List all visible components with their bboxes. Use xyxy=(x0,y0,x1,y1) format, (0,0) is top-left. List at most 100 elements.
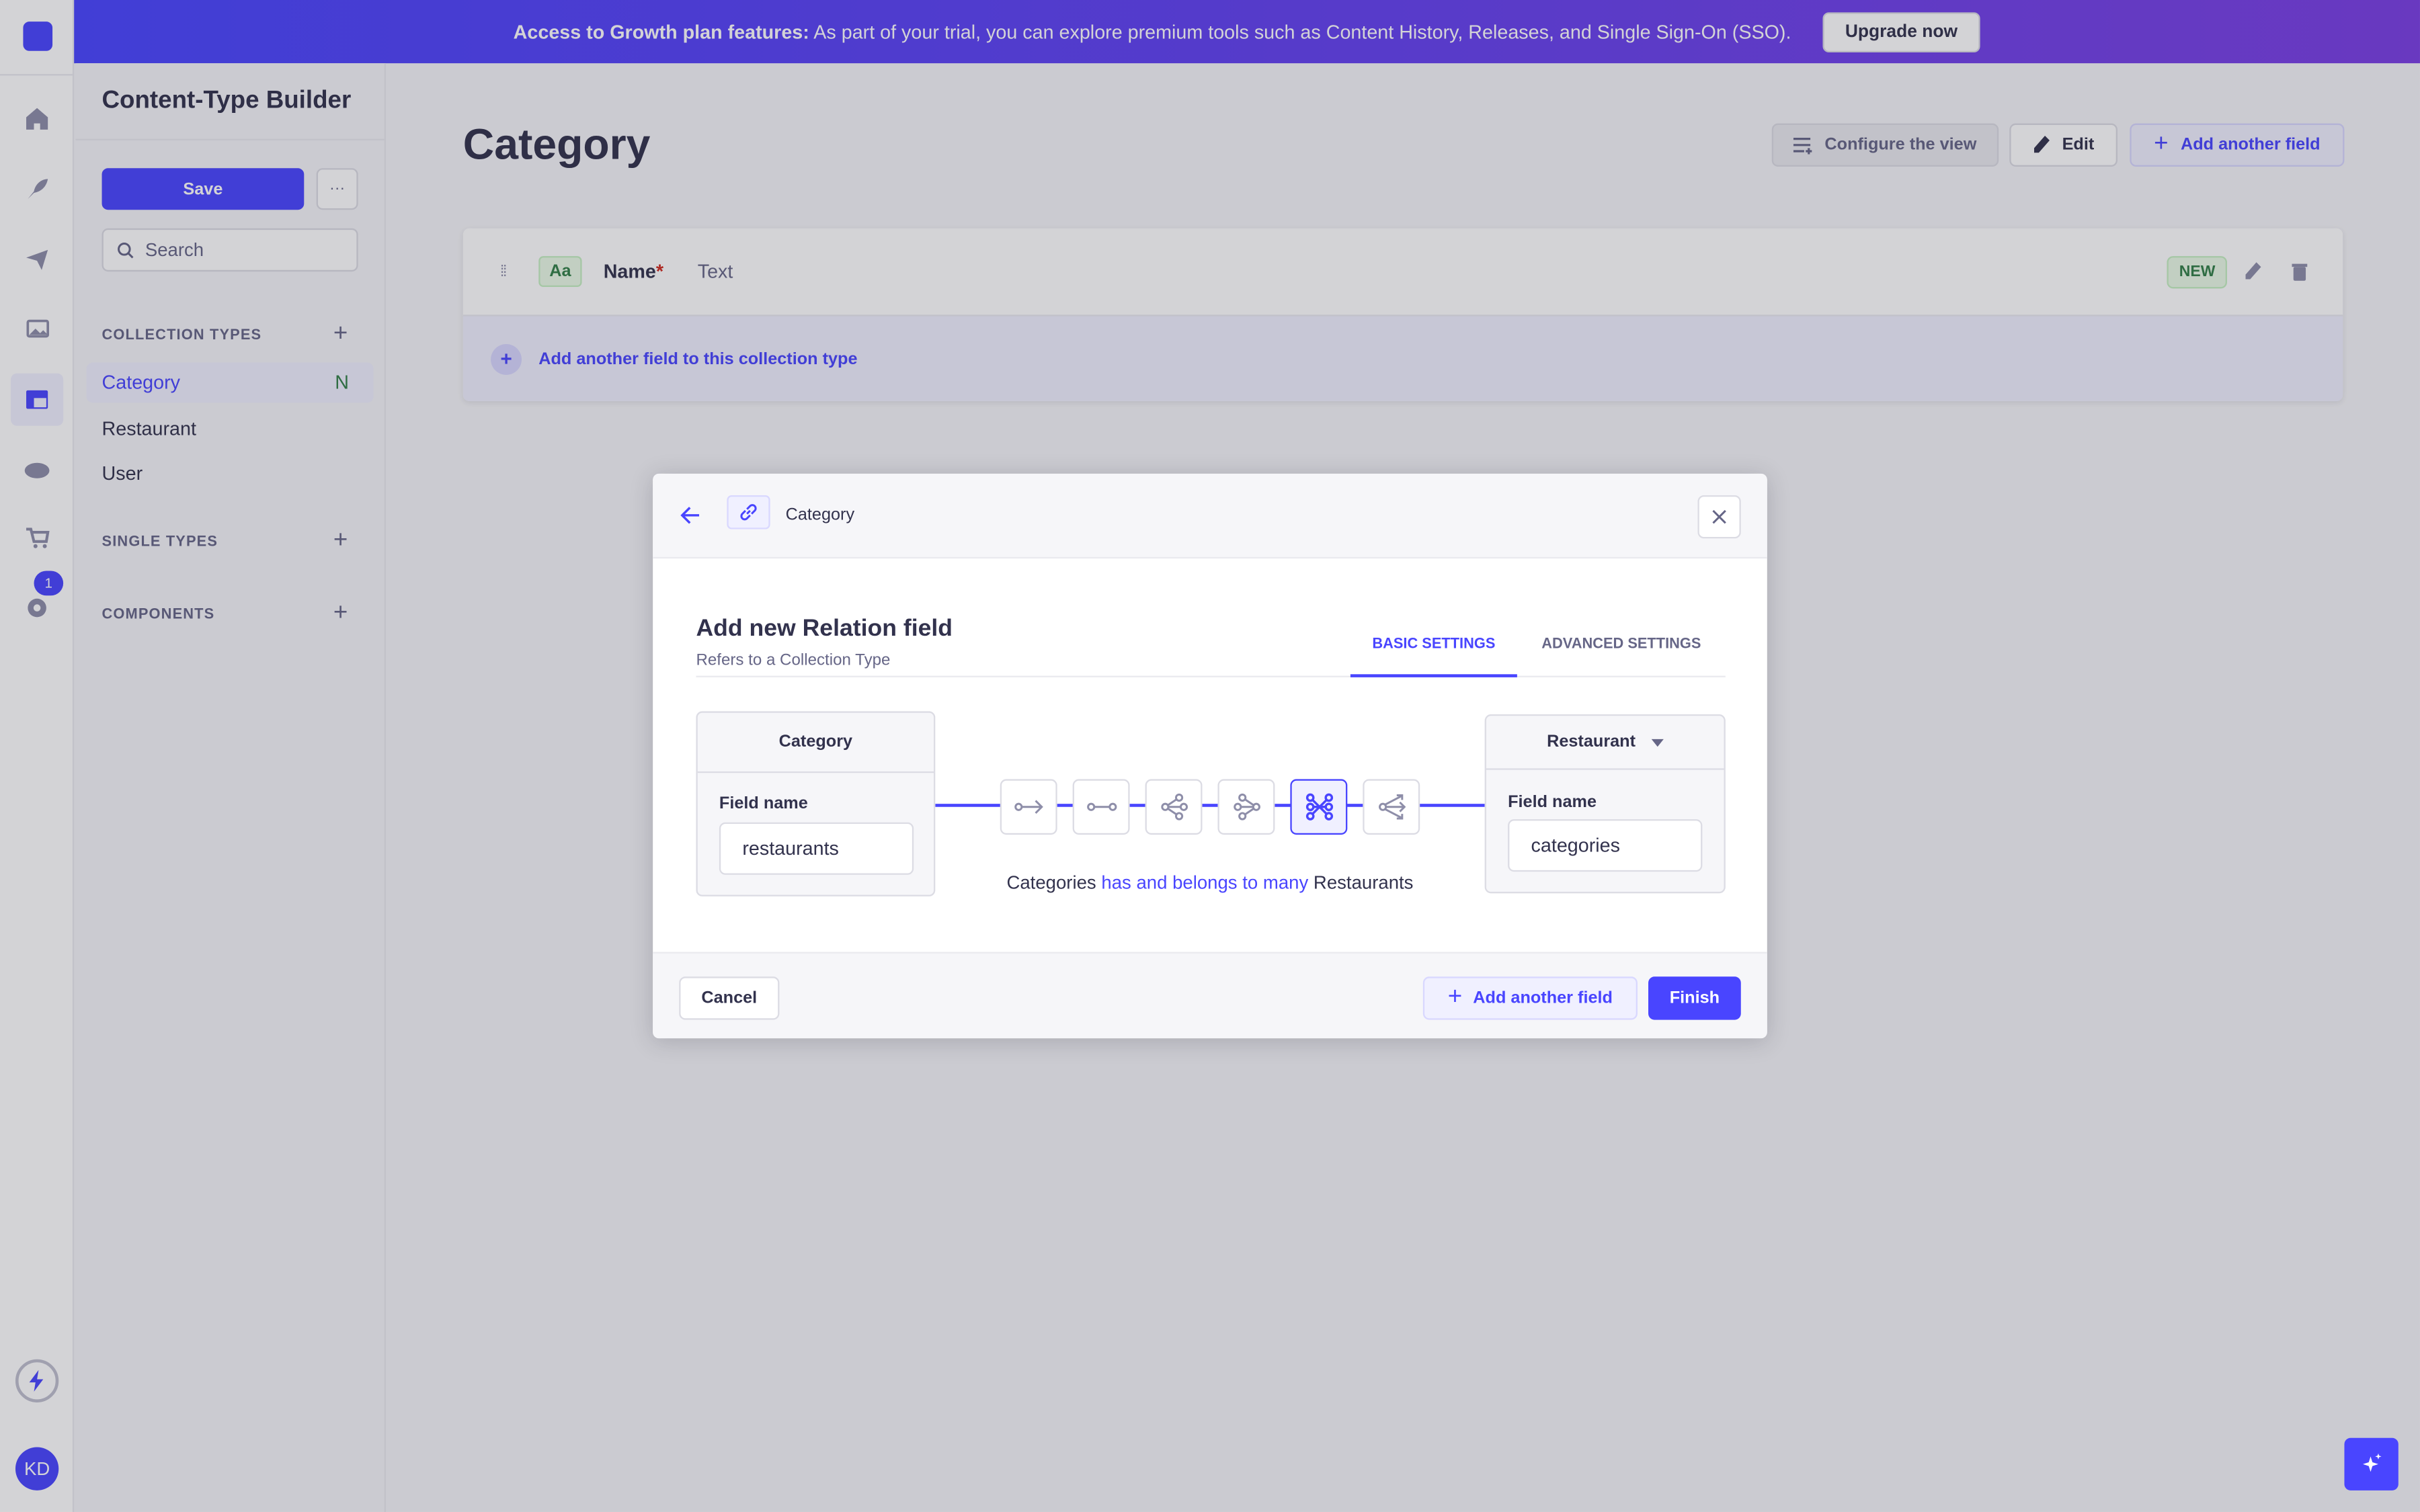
caret-down-icon xyxy=(1651,738,1664,747)
add-field-row-label: Add another field to this collection typ… xyxy=(538,349,858,368)
add-single-type-icon[interactable]: + xyxy=(333,528,348,554)
single-types-heading: SINGLE TYPES xyxy=(102,534,218,551)
modal-title: Add new Relation field xyxy=(696,616,953,642)
cancel-button[interactable]: Cancel xyxy=(679,976,780,1020)
content-type-sidebar: Content-Type Builder Save ··· Search COL… xyxy=(75,63,386,1512)
feather-icon[interactable] xyxy=(22,173,52,204)
configure-view-button[interactable]: Configure the view xyxy=(1771,123,1999,167)
divider xyxy=(75,138,385,140)
right-content-type-name: Restaurant xyxy=(1547,732,1636,752)
trial-banner: Access to Growth plan features: As part … xyxy=(74,0,2420,64)
relation-many-way[interactable] xyxy=(1363,779,1420,835)
relation-many-to-many[interactable] xyxy=(1290,779,1348,835)
sparkle-icon xyxy=(2362,1453,2381,1472)
search-input[interactable]: Search xyxy=(102,228,358,272)
divider xyxy=(696,675,1726,677)
link-icon xyxy=(727,495,770,530)
modal-breadcrumb: Category xyxy=(785,506,855,525)
banner-body: As part of your trial, you can explore p… xyxy=(813,20,1791,43)
required-marker: * xyxy=(655,261,664,283)
many-to-many-icon xyxy=(1305,793,1332,821)
modal-header: Category xyxy=(653,473,1767,559)
sidebar-item-restaurant[interactable]: Restaurant xyxy=(102,418,196,440)
relation-sentence: Categories has and belongs to many Resta… xyxy=(935,872,1484,893)
left-field-name-input[interactable]: restaurants xyxy=(719,822,914,875)
plus-icon: + xyxy=(1447,984,1463,1011)
content-type-select[interactable]: Restaurant xyxy=(1486,716,1724,770)
banner-text: Access to Growth plan features: As part … xyxy=(514,21,1791,42)
relation-has-one[interactable] xyxy=(1000,779,1057,835)
main-nav: 1 KD xyxy=(0,0,75,1512)
divider xyxy=(0,74,75,76)
tab-advanced-settings[interactable]: ADVANCED SETTINGS xyxy=(1541,635,1701,653)
list-settings-icon xyxy=(1793,136,1813,154)
close-icon xyxy=(1712,509,1726,524)
trash-icon[interactable] xyxy=(2292,262,2308,281)
right-field-name-input[interactable]: categories xyxy=(1508,819,1703,872)
many-way-icon xyxy=(1377,794,1406,820)
left-content-type-name: Category xyxy=(697,713,934,773)
text-type-icon: Aa xyxy=(538,256,582,288)
home-icon[interactable] xyxy=(22,103,52,134)
sentence-relation: has and belongs to many xyxy=(1101,872,1309,894)
new-badge: NEW xyxy=(2167,255,2228,288)
relation-one-to-many[interactable] xyxy=(1145,779,1203,835)
field-type: Text xyxy=(697,261,733,283)
modal-footer: Cancel + Add another field Finish xyxy=(653,952,1767,1039)
cloud-icon[interactable] xyxy=(22,454,52,485)
edit-label: Edit xyxy=(2062,136,2095,155)
search-placeholder: Search xyxy=(145,239,204,261)
add-component-icon[interactable]: + xyxy=(333,600,348,627)
add-another-field-button[interactable]: + Add another field xyxy=(2130,123,2345,167)
lightning-icon[interactable] xyxy=(15,1359,59,1402)
upgrade-button[interactable]: Upgrade now xyxy=(1822,11,1981,52)
drag-handle-icon[interactable]: ⁞⁞ xyxy=(499,263,507,280)
layout-icon[interactable] xyxy=(22,384,52,415)
has-one-icon xyxy=(1014,800,1043,814)
paper-plane-icon[interactable] xyxy=(22,244,52,275)
one-to-one-icon xyxy=(1086,802,1117,811)
modal-subtitle: Refers to a Collection Type xyxy=(696,650,891,670)
gear-icon[interactable] xyxy=(22,593,52,624)
close-button[interactable] xyxy=(1697,495,1741,539)
one-to-many-icon xyxy=(1160,793,1187,821)
sidebar-title: Content-Type Builder xyxy=(102,87,352,114)
many-to-one-icon xyxy=(1233,793,1260,821)
fields-card: ⁞⁞ Aa Name* Text NEW + Add another field… xyxy=(462,228,2343,401)
add-field-row[interactable]: + Add another field to this collection t… xyxy=(462,314,2343,401)
plus-circle-icon: + xyxy=(491,343,522,374)
edit-button[interactable]: Edit xyxy=(2009,123,2118,167)
images-icon[interactable] xyxy=(22,313,52,344)
relation-one-to-one[interactable] xyxy=(1072,779,1130,835)
avatar[interactable]: KD xyxy=(15,1447,59,1490)
collection-types-heading: COLLECTION TYPES xyxy=(102,327,262,344)
field-name-text: Name xyxy=(603,261,656,283)
sidebar-item-user[interactable]: User xyxy=(102,462,143,485)
configure-view-label: Configure the view xyxy=(1824,136,1977,155)
add-collection-type-icon[interactable]: + xyxy=(333,321,348,347)
back-arrow-icon[interactable] xyxy=(680,506,700,525)
banner-bold: Access to Growth plan features: xyxy=(513,20,809,43)
relation-line xyxy=(935,804,1485,807)
edit-field-icon[interactable] xyxy=(2244,262,2261,281)
components-heading: COMPONENTS xyxy=(102,606,215,624)
tab-basic-settings[interactable]: BASIC SETTINGS xyxy=(1350,628,1517,677)
strapi-logo[interactable] xyxy=(23,22,53,51)
finish-button[interactable]: Finish xyxy=(1648,976,1741,1020)
add-another-field-modal-button[interactable]: + Add another field xyxy=(1422,976,1638,1020)
relation-many-to-one[interactable] xyxy=(1217,779,1275,835)
more-button[interactable]: ··· xyxy=(316,168,358,210)
sidebar-item-active-bg xyxy=(86,362,374,403)
new-badge: N xyxy=(335,372,349,394)
save-button[interactable]: Save xyxy=(102,168,305,210)
sidebar-item-category[interactable]: Category xyxy=(102,372,181,394)
add-field-label: Add another field xyxy=(2180,136,2321,155)
field-name: Name* xyxy=(604,261,663,282)
table-row[interactable]: ⁞⁞ Aa Name* Text NEW xyxy=(463,228,2343,315)
page-title: Category xyxy=(462,120,651,169)
ai-assistant-button[interactable] xyxy=(2344,1437,2398,1490)
right-content-type-box: Restaurant Field name categories xyxy=(1484,714,1726,894)
add-another-label: Add another field xyxy=(1473,989,1613,1008)
relation-modal: Category Add new Relation field Refers t… xyxy=(653,473,1767,1039)
cart-icon[interactable] xyxy=(22,523,52,554)
